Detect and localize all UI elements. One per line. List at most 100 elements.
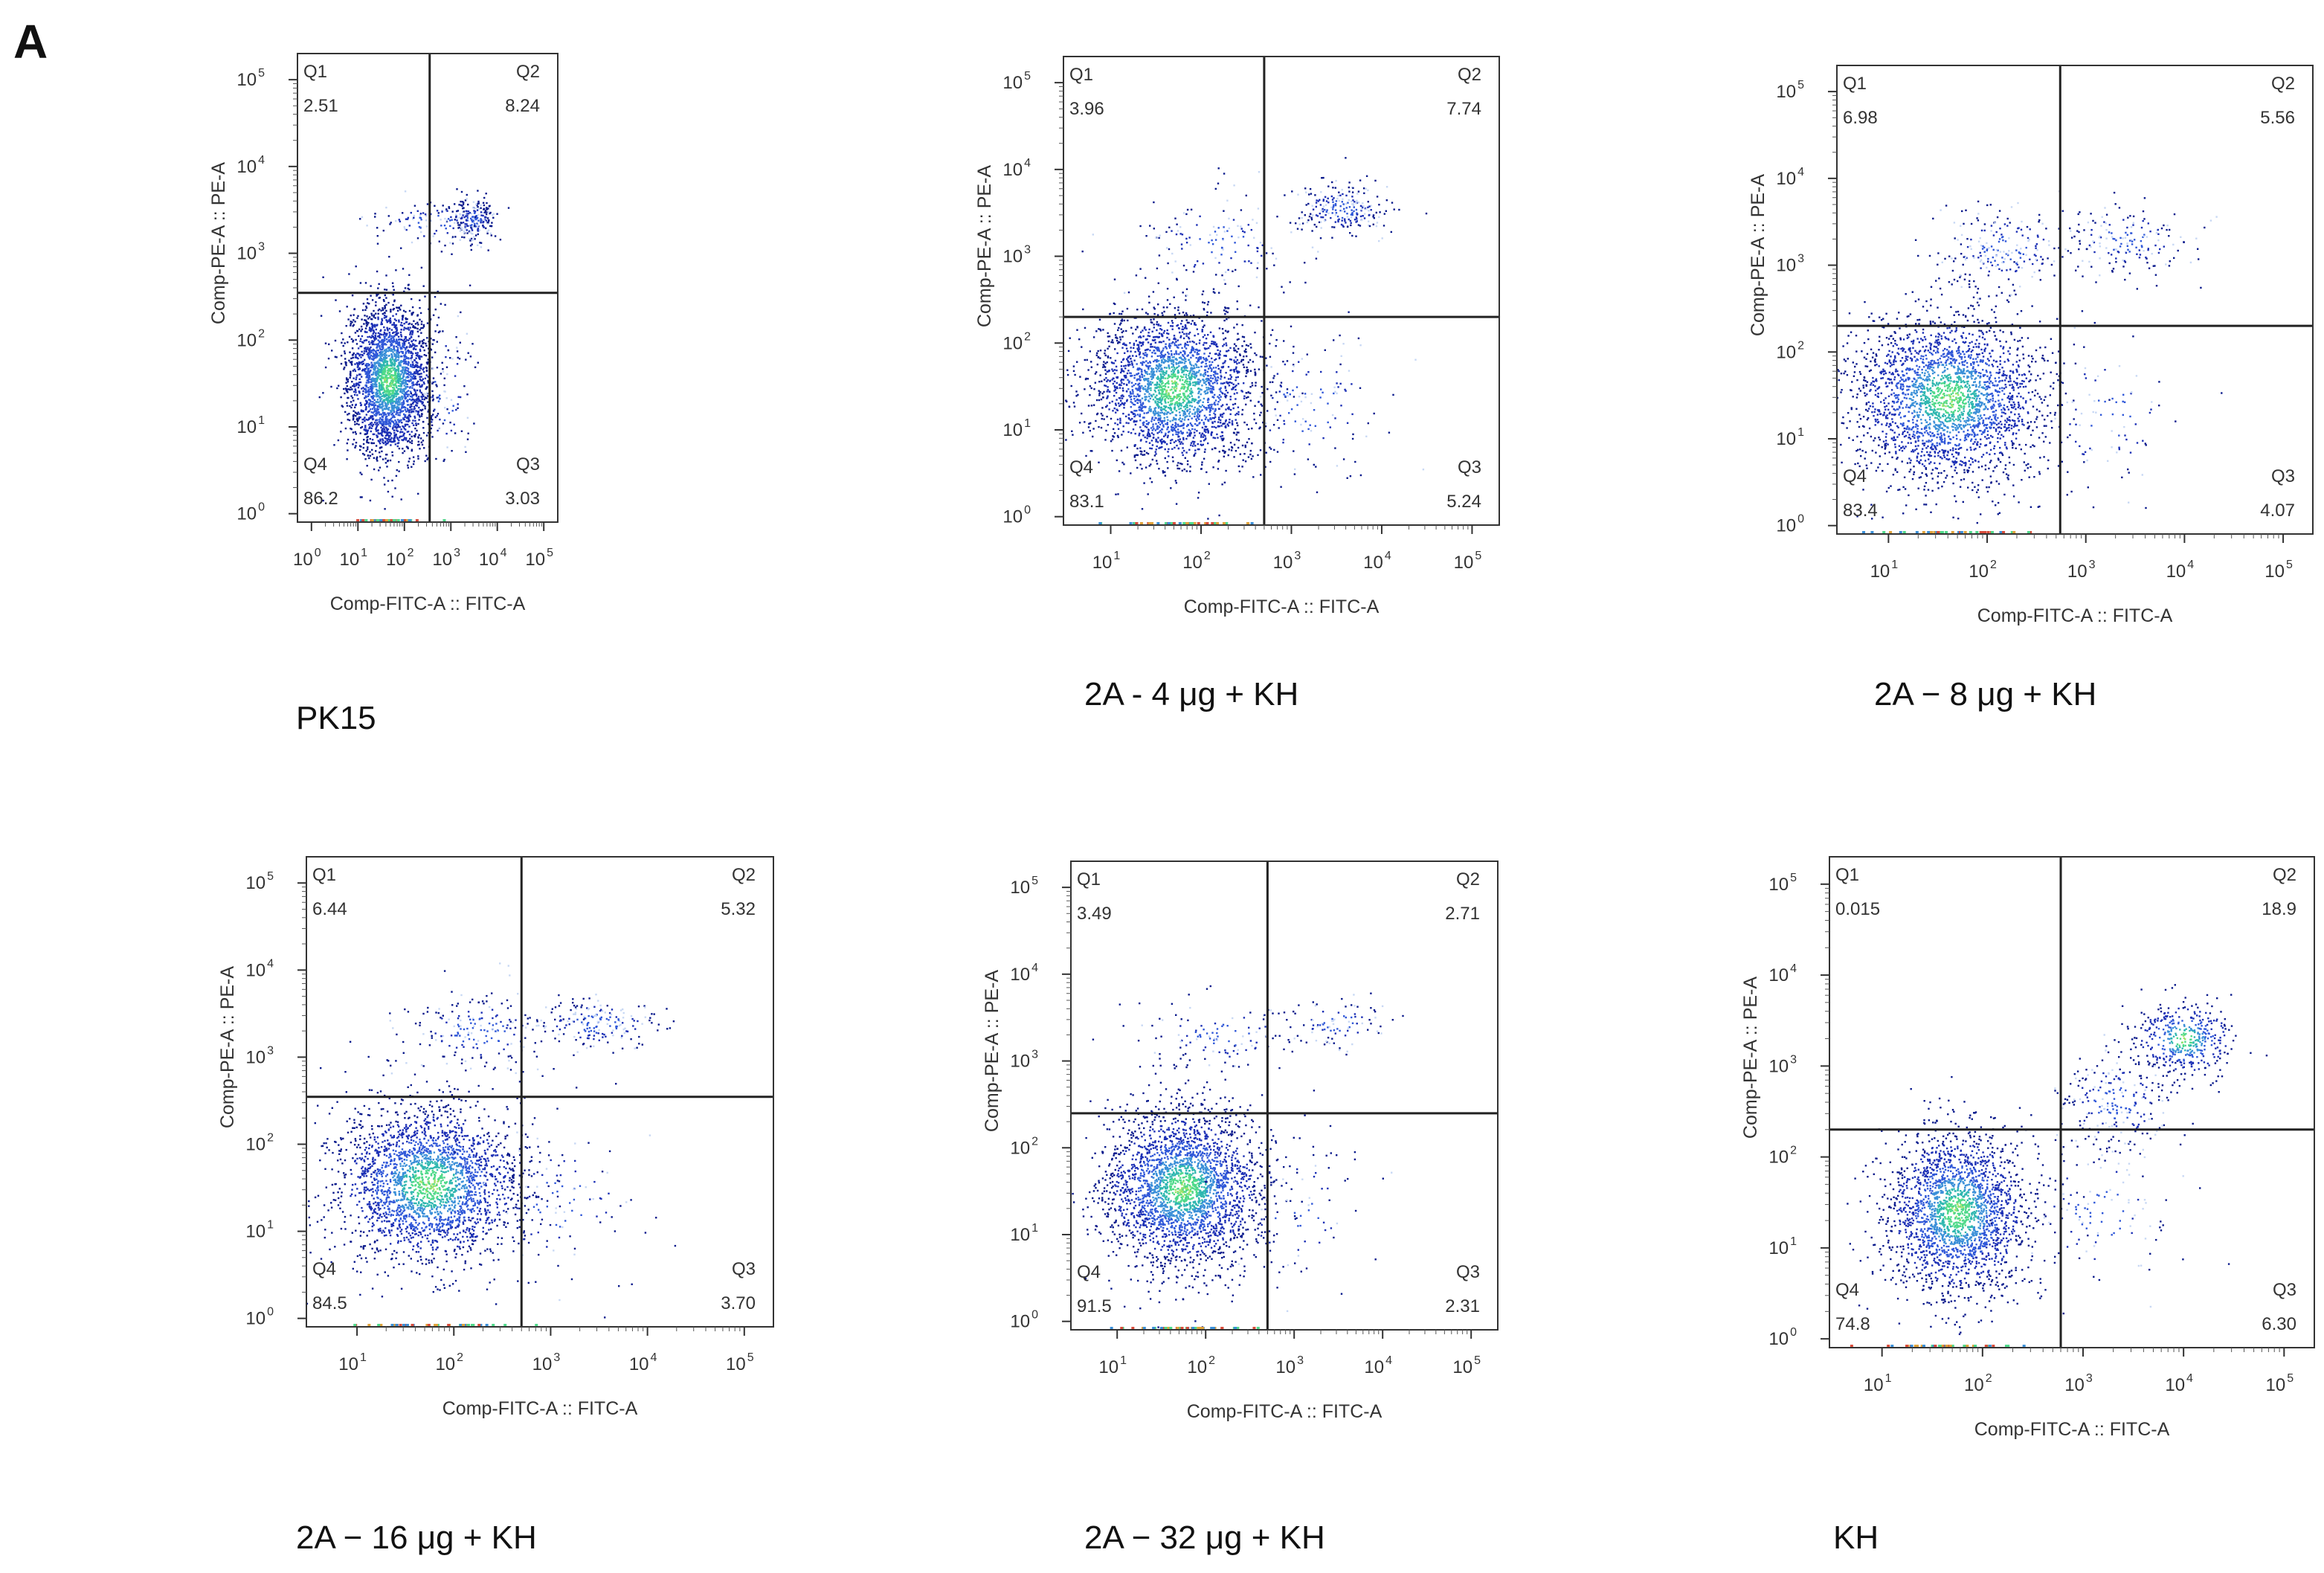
event-dot (375, 401, 377, 403)
event-dot (1162, 347, 1165, 350)
event-dot (354, 332, 357, 334)
event-dot (451, 219, 453, 221)
event-dot (1222, 449, 1224, 452)
event-dot (1128, 394, 1130, 397)
event-dot (486, 207, 488, 209)
event-dot (487, 249, 489, 251)
event-dot (1159, 393, 1162, 395)
event-dot (1122, 390, 1124, 392)
event-dot (395, 399, 398, 401)
event-dot (394, 443, 396, 445)
event-dot (413, 434, 416, 437)
event-dot (1182, 366, 1185, 368)
event-dot (408, 425, 411, 428)
event-dot (407, 386, 409, 388)
event-dot (1207, 378, 1210, 380)
event-dot (405, 386, 408, 388)
event-dot (1156, 314, 1159, 316)
event-dot (404, 397, 406, 399)
event-dot (400, 380, 402, 382)
event-dot (374, 335, 377, 338)
event-dot (1171, 353, 1173, 355)
event-dot (477, 200, 480, 203)
event-dot (1121, 335, 1124, 338)
event-dot (1221, 431, 1223, 434)
event-dot (365, 408, 367, 411)
event-dot (466, 225, 469, 227)
event-dot (422, 378, 424, 380)
event-dot (409, 437, 411, 440)
event-dot (480, 219, 482, 221)
event-dot (400, 396, 402, 399)
event-dot (1067, 350, 1070, 353)
event-dot (402, 418, 405, 421)
event-dot (363, 353, 365, 355)
event-dot (369, 390, 371, 393)
event-dot (1188, 332, 1190, 335)
event-dot (1196, 419, 1198, 422)
event-dot (1121, 370, 1124, 372)
event-dot (1214, 416, 1217, 418)
event-dot (368, 402, 370, 405)
event-dot (393, 415, 395, 417)
event-dot (1171, 373, 1174, 376)
event-dot (1160, 386, 1163, 389)
event-dot (1276, 419, 1279, 421)
event-dot (1164, 358, 1166, 361)
event-dot (492, 213, 494, 216)
event-dot (420, 332, 422, 334)
event-dot (392, 387, 394, 389)
event-dot (1115, 391, 1118, 394)
event-dot (1133, 415, 1136, 418)
event-dot (1098, 425, 1100, 428)
event-dot (368, 417, 370, 419)
event-dot (1145, 329, 1147, 331)
event-dot (1168, 353, 1170, 355)
event-dot (1229, 398, 1232, 401)
event-dot (1206, 311, 1208, 313)
event-dot (1182, 405, 1185, 408)
event-dot (1241, 345, 1243, 347)
event-dot (1142, 454, 1144, 456)
event-dot (375, 312, 377, 315)
event-dot (407, 287, 409, 290)
event-dot (1121, 397, 1124, 399)
event-dot (397, 398, 400, 400)
event-dot (419, 389, 421, 391)
floor-event (356, 519, 360, 521)
sample-title: PK15 (296, 700, 376, 736)
event-dot (1175, 344, 1178, 347)
event-dot (380, 333, 382, 336)
event-dot (1148, 442, 1151, 444)
event-dot (1222, 362, 1224, 364)
event-dot (402, 350, 404, 353)
event-dot (1293, 396, 1295, 398)
event-dot (382, 408, 384, 411)
event-dot (1137, 383, 1139, 385)
event-dot (365, 370, 368, 373)
event-dot (483, 221, 485, 223)
event-dot (402, 426, 405, 428)
event-dot (419, 341, 421, 344)
event-dot (1094, 382, 1096, 384)
event-dot (385, 289, 388, 291)
event-dot (399, 375, 402, 377)
event-dot (368, 372, 370, 374)
event-dot (411, 330, 414, 332)
event-dot (379, 340, 381, 343)
event-dot (1116, 369, 1118, 372)
event-dot (365, 348, 367, 351)
event-dot (1148, 409, 1150, 412)
event-dot (435, 230, 437, 232)
event-dot (338, 385, 340, 387)
event-dot (1199, 432, 1201, 434)
event-dot (397, 442, 400, 444)
event-dot (396, 400, 398, 403)
event-dot (441, 209, 443, 212)
event-dot (456, 217, 458, 219)
event-dot (365, 402, 368, 405)
event-dot (407, 376, 410, 379)
event-dot (1082, 308, 1084, 311)
event-dot (483, 196, 486, 199)
event-dot (1191, 340, 1194, 343)
